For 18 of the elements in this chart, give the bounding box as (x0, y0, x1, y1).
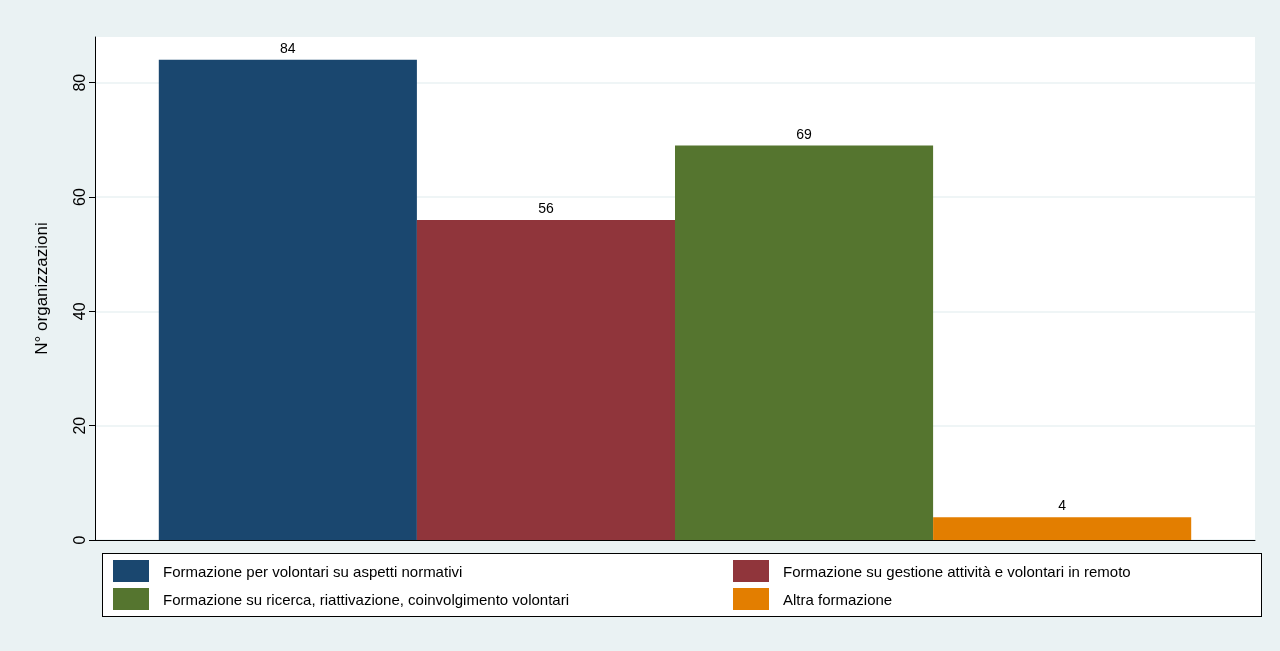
bar (416, 219, 675, 540)
legend-label: Formazione su gestione attività e volontari in remoto (783, 562, 1131, 580)
bar (675, 145, 934, 540)
y-tick-label: 20 (70, 416, 88, 435)
data-label: 4 (1058, 497, 1067, 514)
y-tick-label: 0 (70, 535, 88, 545)
y-tick-label: 60 (70, 188, 88, 206)
y-tick-label: 40 (70, 302, 88, 321)
bar (933, 517, 1192, 540)
data-label: 69 (796, 125, 813, 142)
legend-label: Formazione su ricerca, riattivazione, coinvolgimento volontari (163, 590, 570, 608)
bar (158, 59, 417, 540)
legend-label: Formazione per volontari su aspetti normativi (163, 562, 463, 580)
data-label: 84 (280, 39, 296, 56)
legend-label: Altra formazione (783, 590, 893, 608)
y-tick-label: 80 (70, 73, 88, 92)
y-axis-title: N° organizzazioni (32, 222, 51, 355)
data-label: 56 (538, 199, 554, 216)
